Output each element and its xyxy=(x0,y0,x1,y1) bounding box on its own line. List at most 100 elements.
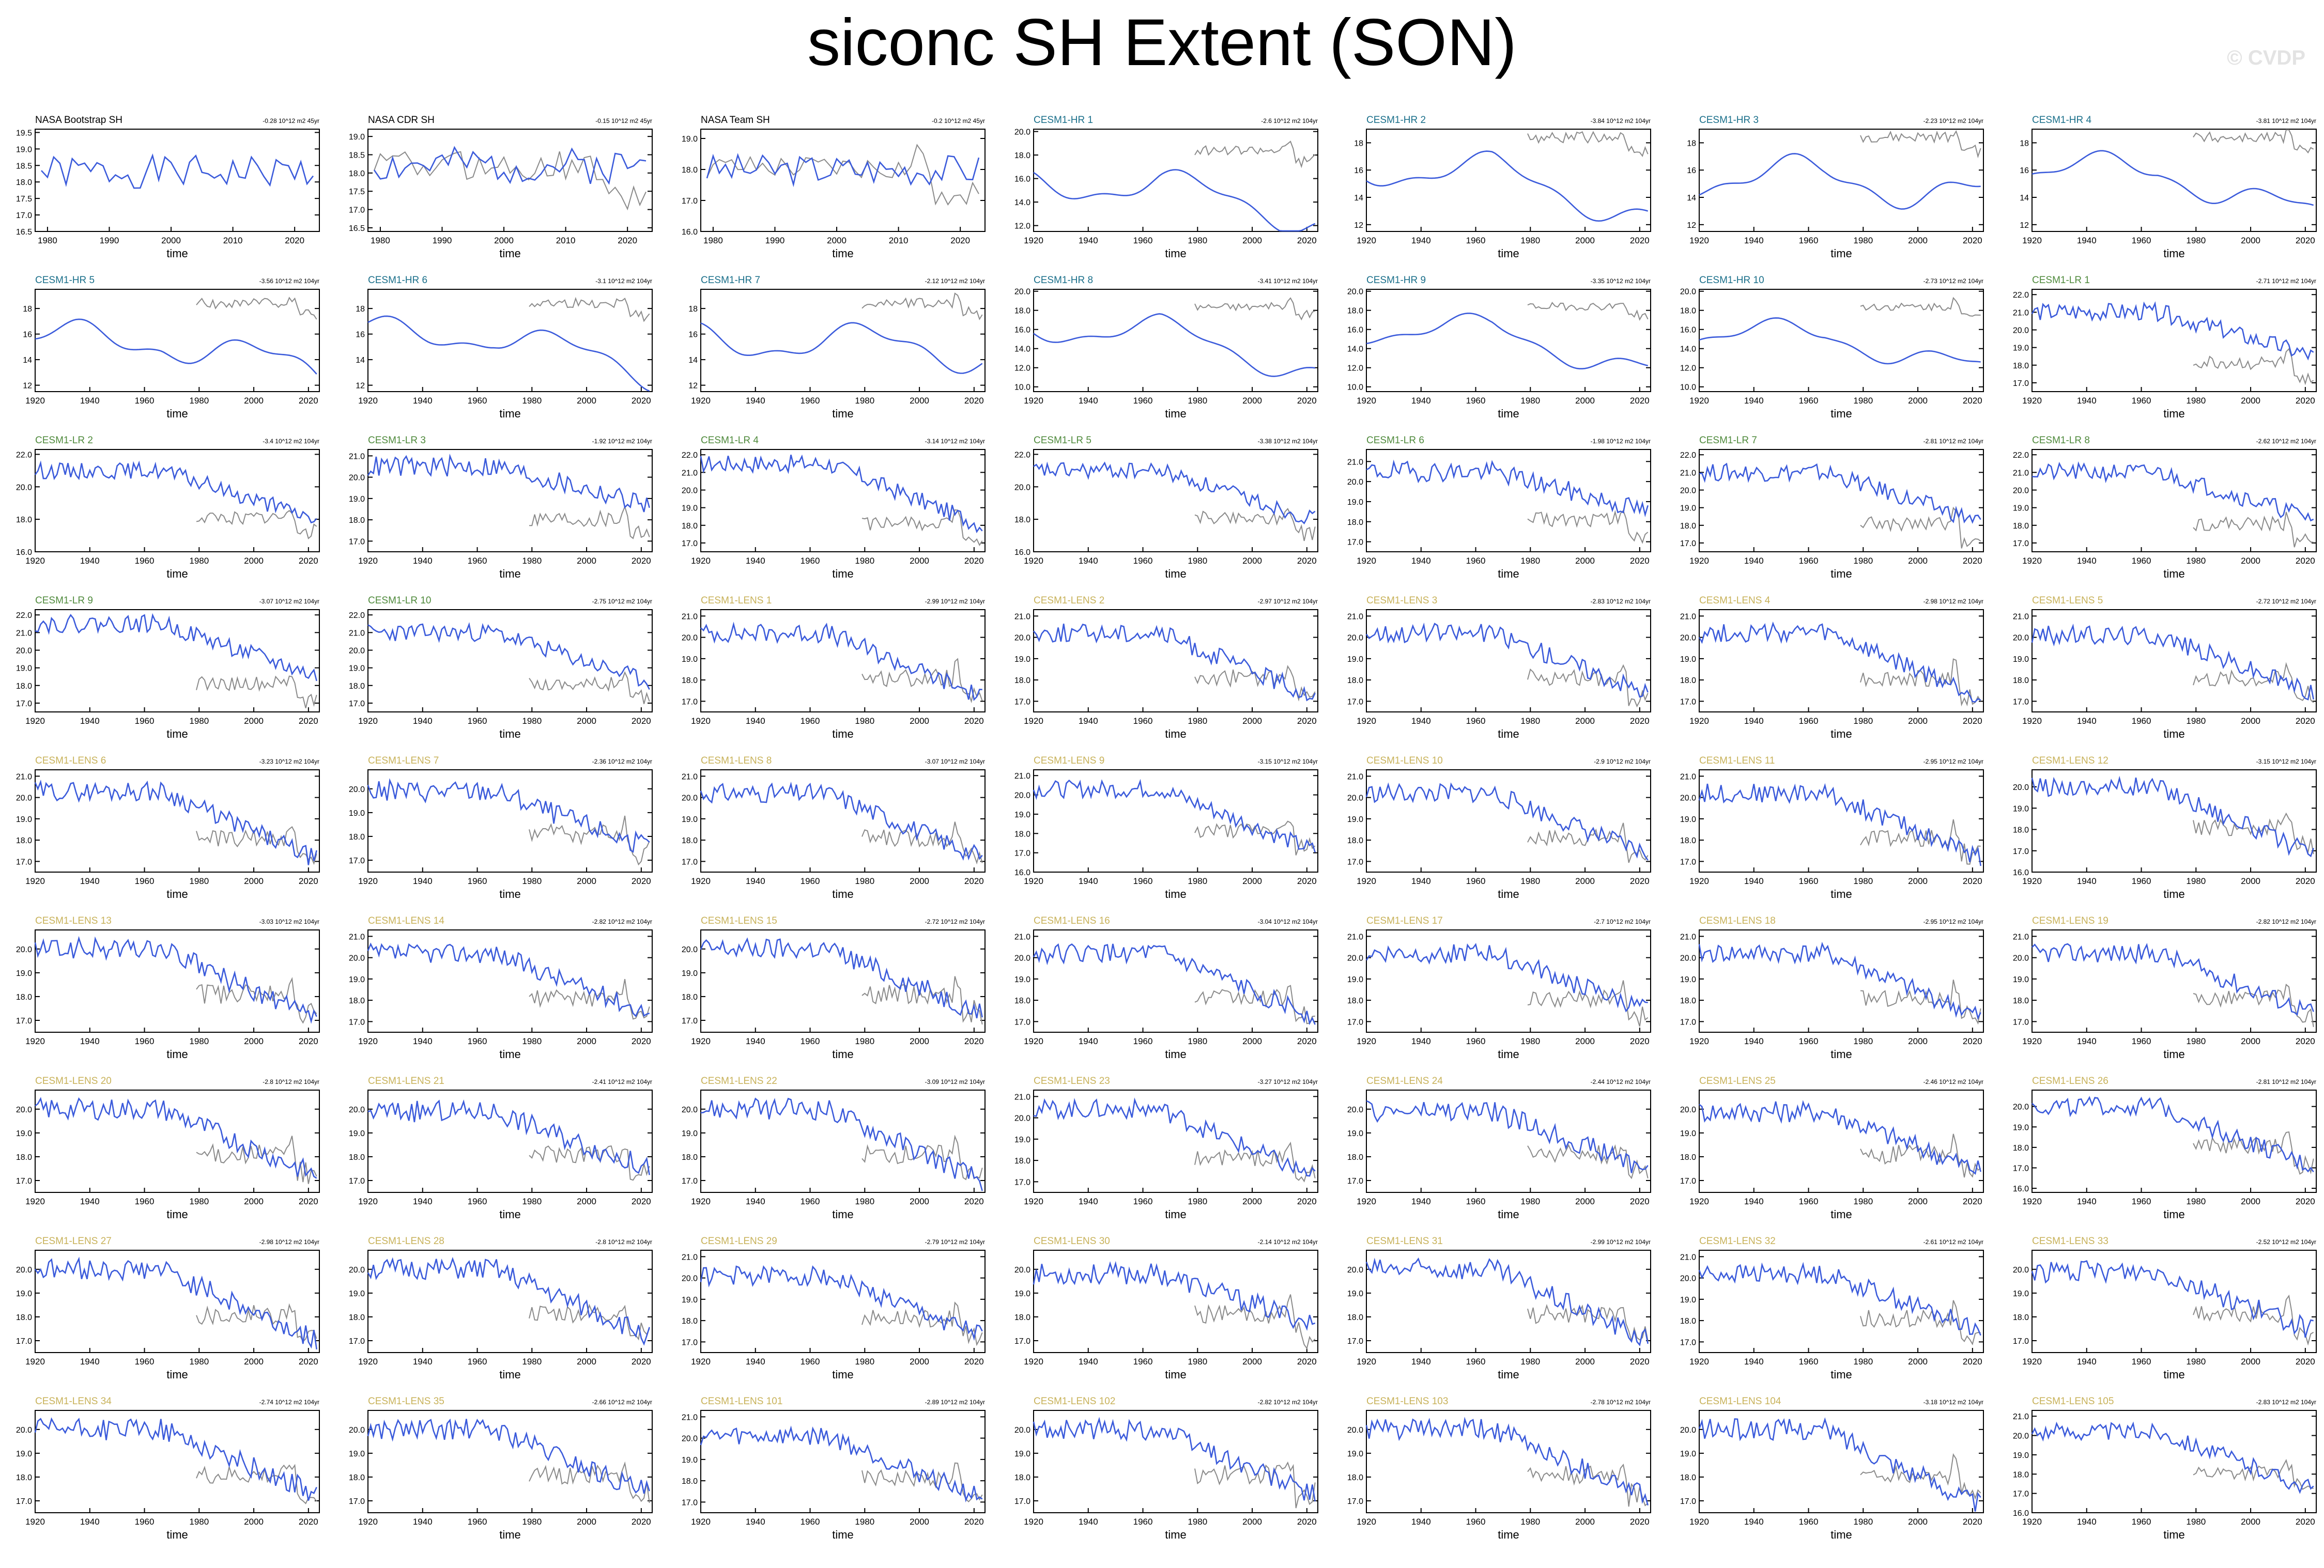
y-tick-label: 19.0 xyxy=(349,975,365,984)
plot-frame xyxy=(35,769,320,873)
x-tick-label: 1940 xyxy=(746,1357,765,1367)
y-tick-label: 21.0 xyxy=(1680,612,1696,621)
x-tick-label: 2000 xyxy=(1242,1517,1262,1527)
y-tick-label: 12 xyxy=(688,382,698,391)
x-tick-label: 2010 xyxy=(223,236,243,245)
model-series-line xyxy=(35,1097,317,1179)
y-tick-label: 20.0 xyxy=(16,1106,32,1114)
x-tick-label: 2020 xyxy=(964,1357,984,1367)
panel-label: CESM1-LR 10 xyxy=(368,595,432,606)
y-tick-label: 17.0 xyxy=(2013,1164,2029,1173)
plot-frame xyxy=(35,129,320,232)
obs-series-line xyxy=(529,979,650,1020)
plot-frame xyxy=(1699,1250,1984,1353)
x-tick-label: 1960 xyxy=(1466,236,1486,245)
x-tick-label: 1980 xyxy=(371,236,390,245)
panel-label: CESM1-LENS 6 xyxy=(35,755,106,766)
x-tick-label: 1960 xyxy=(1133,236,1153,245)
x-axis-label: time xyxy=(499,727,521,740)
y-tick-label: 22.0 xyxy=(2013,451,2029,460)
x-tick-label: 1980 xyxy=(1520,876,1540,886)
y-tick-label: 16.0 xyxy=(2013,868,2029,877)
x-tick-label: 1980 xyxy=(855,716,874,726)
x-tick-label: 1960 xyxy=(135,1357,155,1367)
x-axis-label: time xyxy=(1498,1368,1519,1381)
y-tick-label: 21.0 xyxy=(2013,308,2029,317)
watermark: © CVDP xyxy=(2227,46,2305,69)
x-tick-label: 2000 xyxy=(1242,236,1262,245)
panel-label: CESM1-LR 3 xyxy=(368,435,426,446)
x-tick-label: 1940 xyxy=(2077,396,2097,406)
panel-27: CESM1-LENS 4 -2.98 10^12 m2 104yr 1920 1940… xyxy=(1680,595,1984,740)
panel-label: CESM1-LENS 8 xyxy=(701,755,772,766)
y-tick-label: 17.0 xyxy=(16,858,32,866)
x-tick-label: 1920 xyxy=(1024,556,1043,566)
x-tick-label: 1940 xyxy=(1079,556,1098,566)
x-tick-label: 2020 xyxy=(1297,716,1317,726)
x-tick-label: 1960 xyxy=(1133,1036,1153,1046)
y-tick-label: 17.0 xyxy=(682,1177,698,1186)
x-tick-label: 1920 xyxy=(2022,1197,2042,1206)
x-tick-label: 1920 xyxy=(1689,876,1709,886)
x-tick-label: 1920 xyxy=(25,1357,45,1367)
panel-10: CESM1-HR 7 -2.12 10^12 m2 104yr 1920 1940 19… xyxy=(688,275,986,420)
x-axis-label: time xyxy=(499,1368,521,1381)
x-tick-label: 1960 xyxy=(468,396,487,406)
y-tick-label: 17.0 xyxy=(349,537,365,546)
plot-frame xyxy=(1033,449,1318,552)
y-tick-label: 21.0 xyxy=(349,452,365,461)
y-tick-label: 19.0 xyxy=(1347,1290,1363,1298)
x-tick-label: 1940 xyxy=(1411,556,1431,566)
plot-frame xyxy=(367,449,653,552)
x-tick-label: 1940 xyxy=(413,716,433,726)
model-series-line xyxy=(367,942,650,1017)
y-tick-label: 20.0 xyxy=(2013,954,2029,963)
x-tick-label: 1920 xyxy=(358,396,378,406)
panel-label: CESM1-LR 9 xyxy=(35,595,93,606)
model-series-line xyxy=(35,613,317,681)
trend-label: -3.38 10^12 m2 104yr xyxy=(1258,438,1318,445)
plot-frame xyxy=(1366,1090,1651,1193)
y-tick-label: 19.0 xyxy=(349,1290,365,1298)
x-tick-label: 2000 xyxy=(1575,716,1595,726)
x-tick-label: 1940 xyxy=(2077,556,2097,566)
y-tick-label: 17.0 xyxy=(1347,858,1363,866)
x-tick-label: 1940 xyxy=(80,716,100,726)
x-axis-label: time xyxy=(1165,407,1187,420)
y-tick-label: 17.0 xyxy=(1347,1018,1363,1027)
x-tick-label: 2020 xyxy=(299,876,318,886)
x-tick-label: 1920 xyxy=(2022,556,2042,566)
y-tick-label: 19.0 xyxy=(2013,344,2029,353)
plot-frame xyxy=(700,1090,986,1193)
x-tick-label: 1960 xyxy=(2132,1197,2151,1206)
y-tick-label: 18.0 xyxy=(16,1313,32,1322)
x-tick-label: 1980 xyxy=(522,1357,542,1367)
x-tick-label: 1920 xyxy=(25,1036,45,1046)
x-tick-label: 1980 xyxy=(855,396,874,406)
y-tick-label: 19.0 xyxy=(1680,975,1696,984)
panel-label: CESM1-HR 2 xyxy=(1366,115,1426,126)
x-tick-label: 2000 xyxy=(577,1357,596,1367)
y-tick-label: 14.0 xyxy=(1014,345,1030,354)
panel-44: CESM1-LENS 21 -2.41 10^12 m2 104yr 1920 194… xyxy=(349,1076,653,1221)
x-tick-label: 1960 xyxy=(1799,876,1819,886)
x-tick-label: 1920 xyxy=(358,716,378,726)
x-tick-label: 2020 xyxy=(1297,876,1317,886)
x-tick-label: 1980 xyxy=(38,236,57,245)
y-tick-label: 18.0 xyxy=(1014,1157,1030,1166)
y-tick-label: 18.0 xyxy=(16,1473,32,1482)
panel-43: CESM1-LENS 20 -2.8 10^12 m2 104yr 1920 1940… xyxy=(16,1076,320,1221)
x-tick-label: 1920 xyxy=(2022,1517,2042,1527)
plot-frame xyxy=(367,769,653,873)
model-series-line xyxy=(700,781,983,861)
y-tick-label: 18.0 xyxy=(16,993,32,1002)
x-tick-label: 2000 xyxy=(1908,716,1928,726)
x-tick-label: 1940 xyxy=(1411,716,1431,726)
x-tick-label: 1940 xyxy=(1744,1517,1764,1527)
x-tick-label: 2000 xyxy=(910,1197,929,1206)
panel-31: CESM1-LENS 8 -3.07 10^12 m2 104yr 1920 1940… xyxy=(682,755,986,901)
trend-label: -3.15 10^12 m2 104yr xyxy=(2256,758,2316,765)
y-tick-label: 19.0 xyxy=(1347,815,1363,824)
obs-series-line xyxy=(529,1145,650,1181)
y-tick-label: 18.0 xyxy=(349,516,365,525)
